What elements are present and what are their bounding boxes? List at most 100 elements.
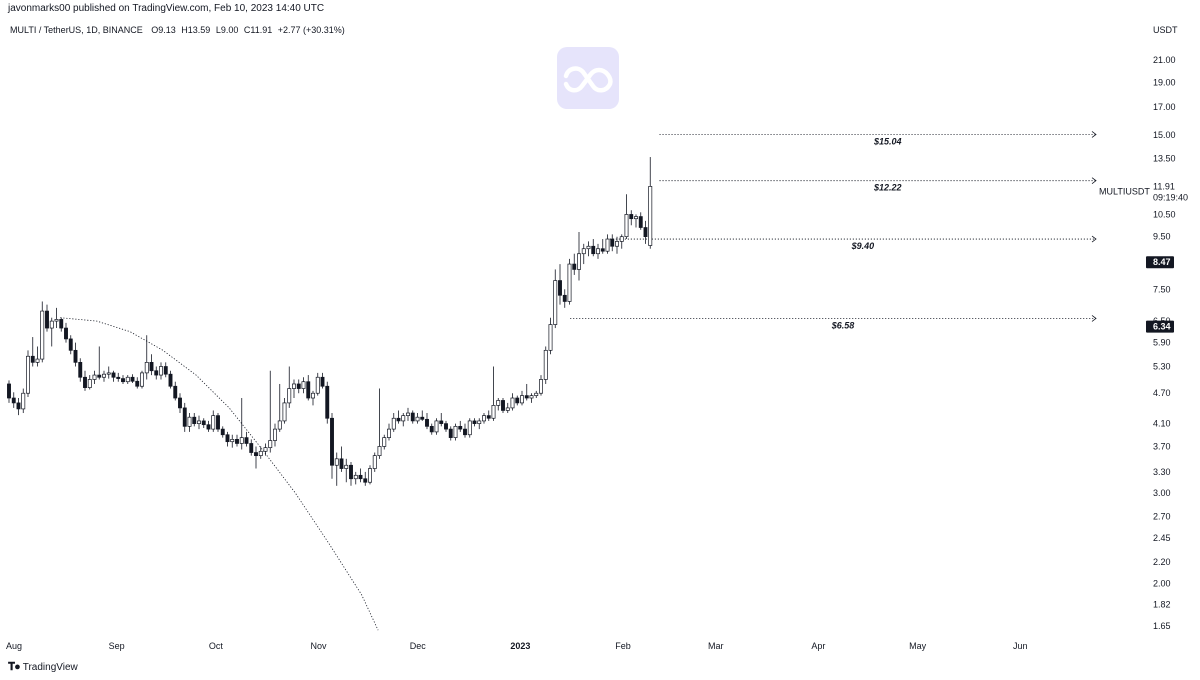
- tradingview-footer[interactable]: 𝐓● TradingView: [8, 661, 78, 674]
- legend-symbol: MULTI / TetherUS, 1D, BINANCE: [10, 25, 143, 35]
- price-badge-0: [1146, 256, 1174, 269]
- y-tick-label-11: 4.70: [1153, 388, 1171, 398]
- y-tick-label-16: 2.70: [1153, 512, 1171, 522]
- candle-body-71: [344, 464, 349, 469]
- candle-body-130: [624, 214, 629, 238]
- candle-body-112: [539, 379, 543, 394]
- candle-body-77: [372, 455, 377, 469]
- candle-body-67: [325, 385, 330, 419]
- candle-body-72: [349, 464, 353, 480]
- level-arrow-2: [1091, 235, 1097, 243]
- candle-body-94: [453, 425, 458, 438]
- candle-body-88: [425, 418, 429, 427]
- candle-body-30: [149, 362, 154, 372]
- x-tick-label-7: Mar: [708, 641, 724, 651]
- candle-body-20: [102, 373, 106, 378]
- candle-body-118: [567, 263, 572, 302]
- candle-body-84: [406, 412, 410, 416]
- y-tick-label-15: 3.00: [1153, 488, 1171, 498]
- candle-body-40: [197, 420, 201, 424]
- candle-body-12: [64, 327, 68, 340]
- candle-body-115: [553, 280, 558, 325]
- candle-body-85: [410, 412, 415, 422]
- candle-body-45: [220, 428, 225, 436]
- candle-body-74: [358, 474, 363, 480]
- legend-high: H13.59: [181, 25, 210, 35]
- candle-body-58: [282, 402, 287, 422]
- level-arrow-1: [1091, 177, 1097, 185]
- candle-body-82: [396, 417, 401, 422]
- x-tick-label-1: Sep: [109, 641, 125, 651]
- candle-body-11: [59, 319, 64, 329]
- candle-body-128: [615, 241, 619, 247]
- candle-body-99: [477, 420, 482, 424]
- candle-body-34: [168, 373, 173, 387]
- candle-body-56: [273, 428, 277, 441]
- candle-body-0: [7, 383, 11, 399]
- candle-body-124: [596, 248, 600, 255]
- candle-body-66: [320, 376, 325, 387]
- level-label-1: $12.22: [873, 183, 902, 193]
- candle-body-120: [577, 253, 581, 270]
- candle-body-18: [92, 374, 97, 380]
- candle-body-52: [254, 452, 258, 457]
- candle-body-95: [458, 425, 463, 430]
- y-tick-label-10: 5.30: [1153, 362, 1171, 372]
- candle-body-76: [368, 468, 372, 483]
- price-badge-1: [1146, 320, 1174, 333]
- candle-body-57: [277, 420, 282, 430]
- candle-body-90: [434, 420, 439, 433]
- candle-body-101: [486, 415, 491, 419]
- level-label-0: $15.04: [873, 136, 902, 146]
- candle-body-61: [296, 383, 301, 389]
- candle-body-26: [130, 376, 135, 382]
- candle-body-9: [49, 320, 54, 329]
- candle-body-81: [391, 417, 396, 430]
- y-tick-label-14: 3.30: [1153, 467, 1171, 477]
- current-price-countdown: 09:19:40: [1153, 192, 1188, 202]
- candle-body-83: [401, 415, 406, 422]
- candle-body-87: [420, 416, 425, 420]
- candle-body-8: [45, 310, 49, 329]
- curve-layer: [60, 317, 379, 631]
- candle-body-105: [505, 407, 510, 411]
- price-axis[interactable]: 21.00 19.00 17.00 15.00 13.50 10.50 9.50 7.50 6.…: [1099, 55, 1188, 631]
- candle-body-89: [429, 425, 434, 433]
- candle-body-68: [330, 417, 334, 466]
- candle-body-33: [163, 366, 168, 375]
- footer-brand: TradingView: [22, 662, 78, 673]
- candle-body-108: [520, 395, 524, 404]
- candle-body-98: [472, 420, 477, 424]
- candle-body-14: [73, 349, 78, 363]
- x-tick-label-5: 2023: [510, 641, 530, 651]
- legend-open: O9.13: [151, 25, 176, 35]
- candle-body-92: [444, 423, 448, 430]
- candle-body-91: [439, 420, 444, 424]
- candle-body-48: [235, 439, 239, 444]
- candle-body-86: [415, 416, 420, 422]
- candle-body-15: [78, 362, 83, 378]
- price-badge-label-0: 8.47: [1153, 257, 1171, 267]
- time-axis[interactable]: Aug Sep Oct Nov Dec 2023 Feb Mar Apr May Jun: [6, 641, 1028, 651]
- candle-body-102: [491, 405, 496, 419]
- candle-body-6: [35, 358, 40, 363]
- candle-body-43: [211, 415, 216, 430]
- candle-body-131: [629, 214, 634, 220]
- candle-body-110: [529, 395, 534, 399]
- candle-body-23: [116, 376, 121, 379]
- candles-layer: [7, 157, 653, 486]
- candle-body-51: [249, 443, 254, 453]
- y-tick-label-21: 1.65: [1153, 621, 1171, 631]
- candle-body-75: [363, 478, 368, 483]
- candle-body-116: [558, 280, 562, 296]
- candle-body-38: [187, 416, 192, 427]
- candle-body-70: [339, 458, 344, 469]
- candle-body-80: [387, 428, 391, 438]
- candle-body-126: [605, 238, 610, 252]
- candle-body-125: [600, 248, 605, 252]
- legend-low: L9.00: [216, 25, 239, 35]
- y-tick-label-17: 2.45: [1153, 533, 1171, 543]
- level-arrow-0: [1091, 131, 1097, 138]
- chart-legend: MULTI / TetherUS, 1D, BINANCE O9.13 H13.…: [10, 25, 345, 35]
